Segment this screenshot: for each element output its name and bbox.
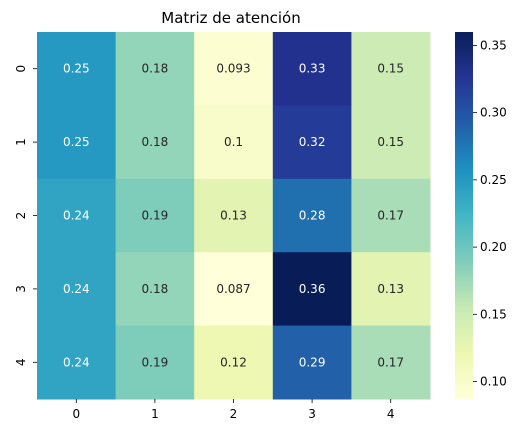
heatmap-cell-1-0 <box>37 105 117 180</box>
cell-value-label-3-4: 0.13 <box>377 282 404 296</box>
cell-value-label-4-1: 0.19 <box>142 355 169 369</box>
cell-value-label-4-4: 0.17 <box>377 355 404 369</box>
heatmap-cell-2-2 <box>194 178 274 253</box>
cell-value-label-0-3: 0.33 <box>299 62 326 76</box>
heatmap-cell-0-3 <box>272 32 352 106</box>
heatmap-cell-2-0 <box>37 178 117 253</box>
cell-value-label-2-0: 0.24 <box>63 209 90 223</box>
heatmap-cell-2-1 <box>115 178 195 253</box>
cell-value-label-1-4: 0.15 <box>377 135 404 149</box>
cell-value-label-1-1: 0.18 <box>142 135 169 149</box>
heatmap-cell-0-1 <box>115 32 195 106</box>
cell-value-label-4-3: 0.29 <box>299 355 326 369</box>
y-tick-label: 3 <box>14 285 28 293</box>
colorbar: 0.10 0.15 0.20 0.25 0.30 0.35 <box>455 32 507 399</box>
colorbar-tick-label: 0.15 <box>480 307 507 321</box>
cell-value-label-0-0: 0.25 <box>63 62 90 76</box>
cell-value-label-0-2: 0.093 <box>216 62 250 76</box>
heatmap-cell-3-3 <box>272 252 352 327</box>
heatmap-cell-2-3 <box>272 178 352 253</box>
cell-value-label-1-3: 0.32 <box>299 135 326 149</box>
colorbar-gradient <box>455 32 473 399</box>
heatmap-cell-3-1 <box>115 252 195 327</box>
x-tick-label: 0 <box>72 407 80 421</box>
y-tick-label: 4 <box>14 358 28 366</box>
heatmap-cell-4-4 <box>351 325 431 400</box>
heatmap-cell-4-2 <box>194 325 274 400</box>
y-tick-label: 0 <box>14 65 28 73</box>
cell-value-label-2-3: 0.28 <box>299 209 326 223</box>
chart-title: Matriz de atención <box>161 9 300 27</box>
heatmap-cell-4-3 <box>272 325 352 400</box>
heatmap-cell-0-4 <box>351 32 431 106</box>
cell-value-label-0-4: 0.15 <box>377 62 404 76</box>
colorbar-tick-label: 0.25 <box>480 173 507 187</box>
x-axis: 0 1 2 3 4 <box>72 399 395 421</box>
heatmap-cell-1-1 <box>115 105 195 180</box>
x-tick-label: 2 <box>230 407 238 421</box>
cell-value-label-0-1: 0.18 <box>142 62 169 76</box>
x-tick-label: 3 <box>308 407 316 421</box>
colorbar-tick-label: 0.30 <box>480 106 507 120</box>
colorbar-tick-label: 0.10 <box>480 375 507 389</box>
heatmap-cell-3-4 <box>351 252 431 327</box>
heatmap-cells: 0.25 0.18 0.093 0.33 0.15 0.25 0.18 0.1 0.32 0.15… <box>37 32 431 400</box>
cell-value-label-3-0: 0.24 <box>63 282 90 296</box>
heatmap-cell-0-0 <box>37 32 117 106</box>
x-tick-label: 4 <box>387 407 395 421</box>
heatmap-cell-4-0 <box>37 325 117 400</box>
cell-value-label-2-1: 0.19 <box>142 209 169 223</box>
heatmap-cell-3-0 <box>37 252 117 327</box>
heatmap-cell-1-3 <box>272 105 352 180</box>
heatmap-cell-4-1 <box>115 325 195 400</box>
x-tick-label: 1 <box>151 407 159 421</box>
y-tick-label: 1 <box>14 138 28 146</box>
cell-value-label-3-2: 0.087 <box>216 282 250 296</box>
colorbar-tick-label: 0.35 <box>480 38 507 52</box>
cell-value-label-4-0: 0.24 <box>63 355 90 369</box>
cell-value-label-2-4: 0.17 <box>377 209 404 223</box>
cell-value-label-1-2: 0.1 <box>224 135 243 149</box>
y-tick-label: 2 <box>14 212 28 220</box>
cell-value-label-3-1: 0.18 <box>142 282 169 296</box>
colorbar-tick-label: 0.20 <box>480 240 507 254</box>
cell-value-label-1-0: 0.25 <box>63 135 90 149</box>
heatmap-cell-0-2 <box>194 32 274 106</box>
heatmap-cell-1-2 <box>194 105 274 180</box>
cell-value-label-3-3: 0.36 <box>299 282 326 296</box>
cell-value-label-4-2: 0.12 <box>220 355 247 369</box>
heatmap-cell-2-4 <box>351 178 431 253</box>
heatmap-cell-1-4 <box>351 105 431 180</box>
cell-value-label-2-2: 0.13 <box>220 209 247 223</box>
y-axis: 0 1 2 3 4 <box>14 65 37 366</box>
heatmap-cell-3-2 <box>194 252 274 327</box>
